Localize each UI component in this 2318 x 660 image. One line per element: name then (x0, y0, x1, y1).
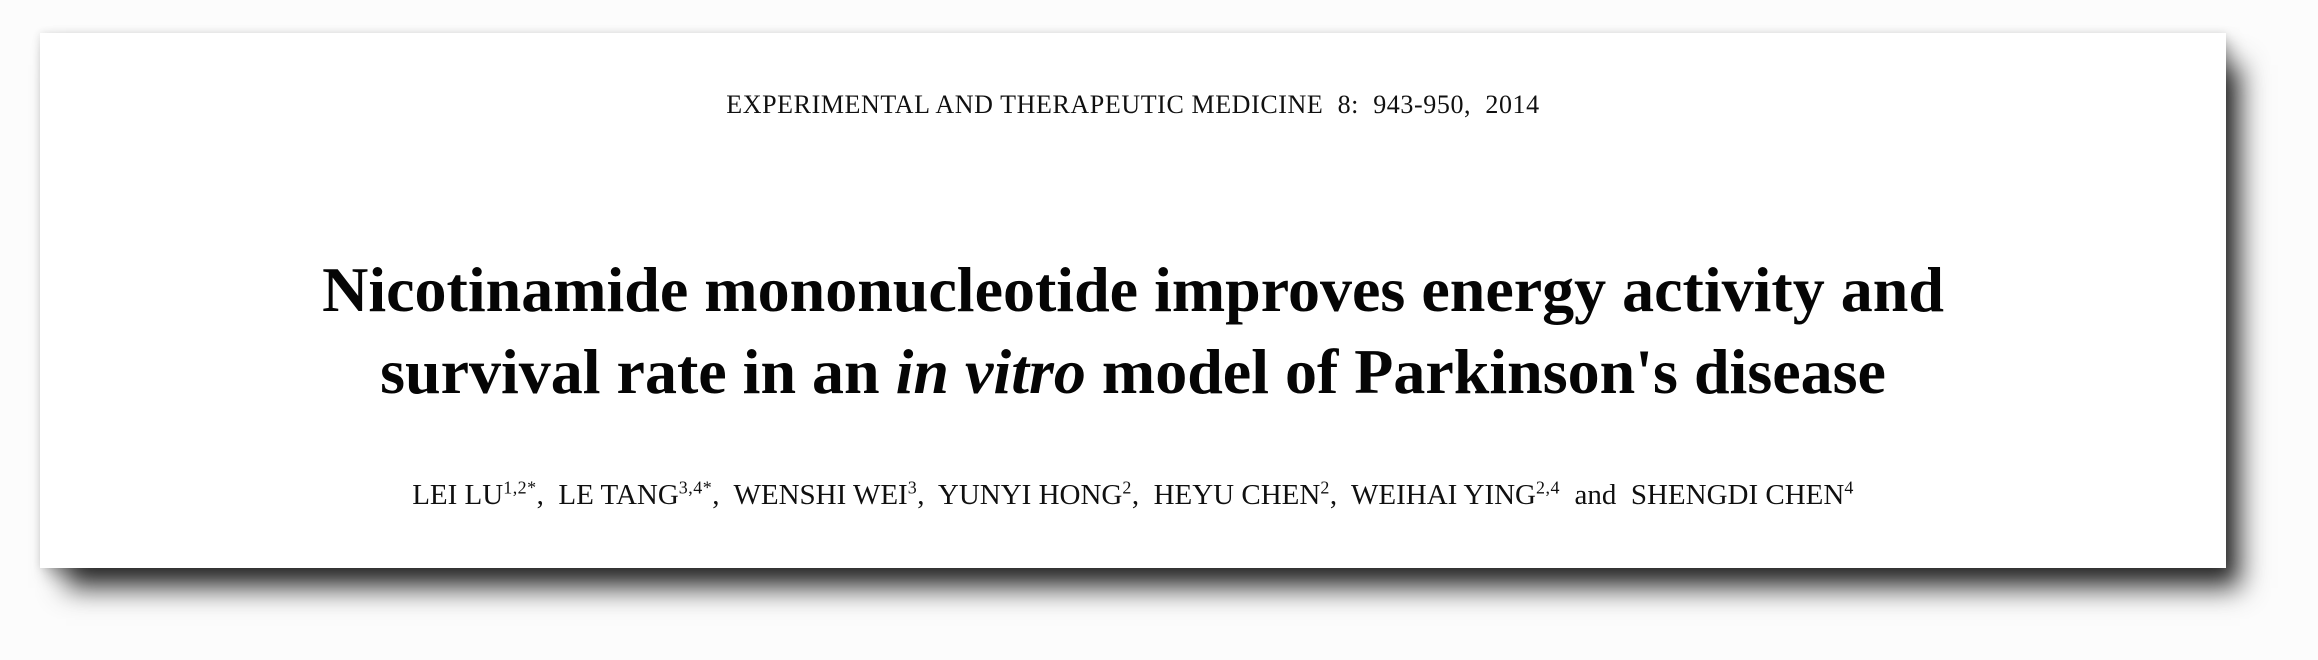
author: LE TANG3,4* (558, 477, 713, 511)
author-superscript: 3 (907, 477, 918, 498)
author: WENSHI WEI3 (733, 477, 918, 511)
author-name: WEIHAI YING (1351, 479, 1536, 511)
author: WEIHAI YING2,4 (1351, 477, 1560, 511)
title-line-1: Nicotinamide mononucleotide improves ene… (322, 254, 1944, 325)
journal-header: EXPERIMENTAL AND THERAPEUTIC MEDICINE 8:… (726, 90, 1540, 119)
title-line-2-post: model of Parkinson's disease (1085, 336, 1886, 407)
author-name: HEYU CHEN (1153, 479, 1321, 511)
author-superscript: 4 (1844, 477, 1854, 498)
author-name: WENSHI WEI (733, 479, 908, 511)
author-superscript: 2 (1320, 477, 1330, 498)
author-separator: , (536, 479, 559, 511)
author-name: LEI LU (412, 479, 504, 511)
author: YUNYI HONG2 (937, 477, 1132, 511)
author: LEI LU1,2* (412, 477, 537, 511)
title-line-2-italic: in vitro (895, 336, 1086, 407)
author-superscript: 1,2* (503, 477, 537, 498)
author-superscript: 2 (1122, 477, 1132, 498)
author: SHENGDI CHEN4 (1630, 477, 1854, 511)
author-superscript: 3,4* (678, 477, 713, 498)
author-separator: and (1559, 479, 1631, 511)
author-name: LE TANG (558, 479, 679, 511)
author: HEYU CHEN2 (1153, 477, 1330, 511)
author-name: SHENGDI CHEN (1630, 479, 1845, 511)
author-separator: , (712, 479, 734, 511)
author-superscript: 2,4 (1536, 477, 1560, 498)
title-line-2-pre: survival rate in an (380, 336, 896, 407)
paper-page: EXPERIMENTAL AND THERAPEUTIC MEDICINE 8:… (40, 33, 2226, 568)
author-separator: , (917, 479, 938, 511)
author-list: LEI LU1,2*, LE TANG3,4*, WENSHI WEI3, YU… (40, 475, 2226, 515)
paper-title: Nicotinamide mononucleotide improves ene… (40, 249, 2226, 413)
author-separator: , (1131, 479, 1154, 511)
author-name: YUNYI HONG (937, 479, 1123, 511)
author-separator: , (1329, 479, 1352, 511)
